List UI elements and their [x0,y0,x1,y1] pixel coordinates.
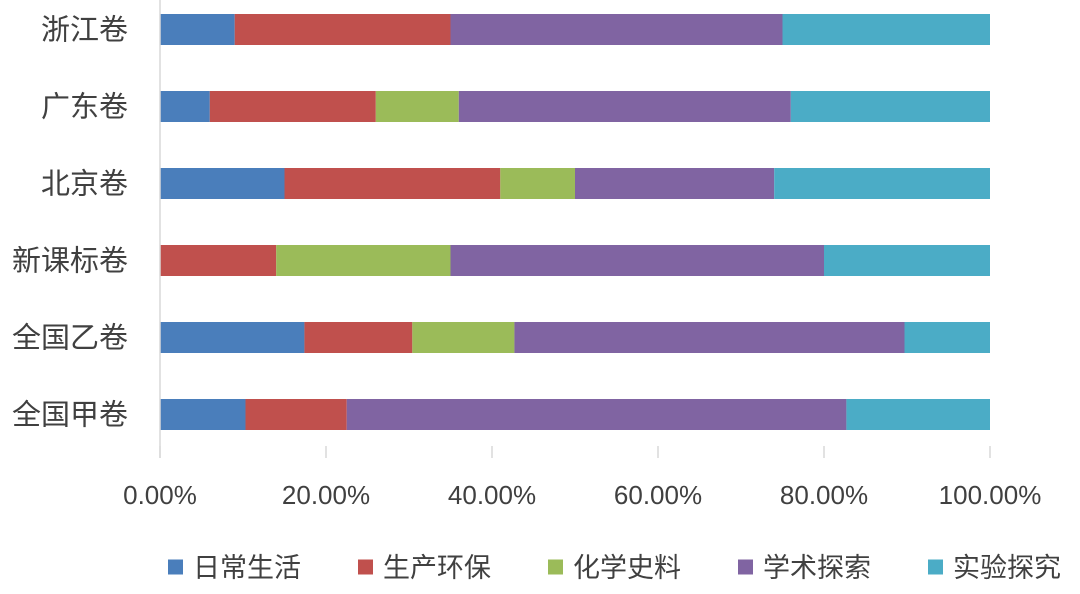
bar-segment-4-3 [514,322,905,353]
bar-segment-3-4 [824,245,990,276]
category-label-3: 新课标卷 [12,244,128,278]
bar-segment-3-2 [276,245,451,276]
x-tick-label-1: 20.00% [282,480,370,510]
legend-label-2: 化学史料 [573,553,681,584]
legend-swatch-1 [358,559,373,575]
bar-segment-4-0 [160,322,305,353]
legend: 日常生活 生产环保 化学史料 学术探索 实验探究 [168,553,1061,584]
bar-segment-0-4 [782,14,990,45]
category-label-5: 全国甲卷 [12,398,128,432]
legend-swatch-3 [738,559,753,575]
x-tick-label-0: 0.00% [123,480,197,510]
legend-label-1: 生产环保 [383,553,491,584]
category-label-2: 北京卷 [41,167,128,201]
bar-segment-2-1 [284,168,501,199]
x-tick-label-3: 60.00% [614,480,702,510]
bar-segment-1-4 [790,91,990,122]
x-axis: 0.00% 20.00% 40.00% 60.00% 80.00% 100.00% [123,446,1041,510]
bar-segment-1-1 [209,91,376,122]
bar-segment-2-0 [160,168,285,199]
x-tick-label-2: 40.00% [448,480,536,510]
bar-segment-5-0 [160,399,246,430]
bar-segment-0-3 [450,14,783,45]
legend-swatch-2 [548,559,563,575]
bar-segment-0-1 [234,14,451,45]
bar-segment-3-1 [160,245,277,276]
bar-segment-1-2 [375,91,459,122]
bar-segment-2-4 [774,168,990,199]
category-label-4: 全国乙卷 [12,321,128,355]
legend-swatch-0 [168,559,183,575]
bars-layer [160,14,990,430]
bar-segment-2-2 [500,168,575,199]
bar-segment-3-3 [450,245,824,276]
bar-segment-4-4 [904,322,990,353]
legend-label-4: 实验探究 [953,553,1061,584]
legend-label-0: 日常生活 [193,553,301,584]
bar-segment-4-2 [412,322,515,353]
bar-segment-0-0 [160,14,235,45]
legend-swatch-4 [928,559,943,575]
bar-segment-5-4 [846,399,990,430]
x-tick-label-4: 80.00% [780,480,868,510]
legend-label-3: 学术探索 [763,553,871,584]
bar-segment-1-3 [458,91,791,122]
category-label-0: 浙江卷 [41,13,128,47]
bar-segment-2-3 [575,168,775,199]
bar-segment-5-1 [245,399,347,430]
bar-segment-4-1 [304,322,413,353]
x-tick-label-5: 100.00% [939,480,1042,510]
bar-segment-1-0 [160,91,210,122]
category-label-1: 广东卷 [41,90,128,124]
bar-segment-5-3 [346,399,847,430]
